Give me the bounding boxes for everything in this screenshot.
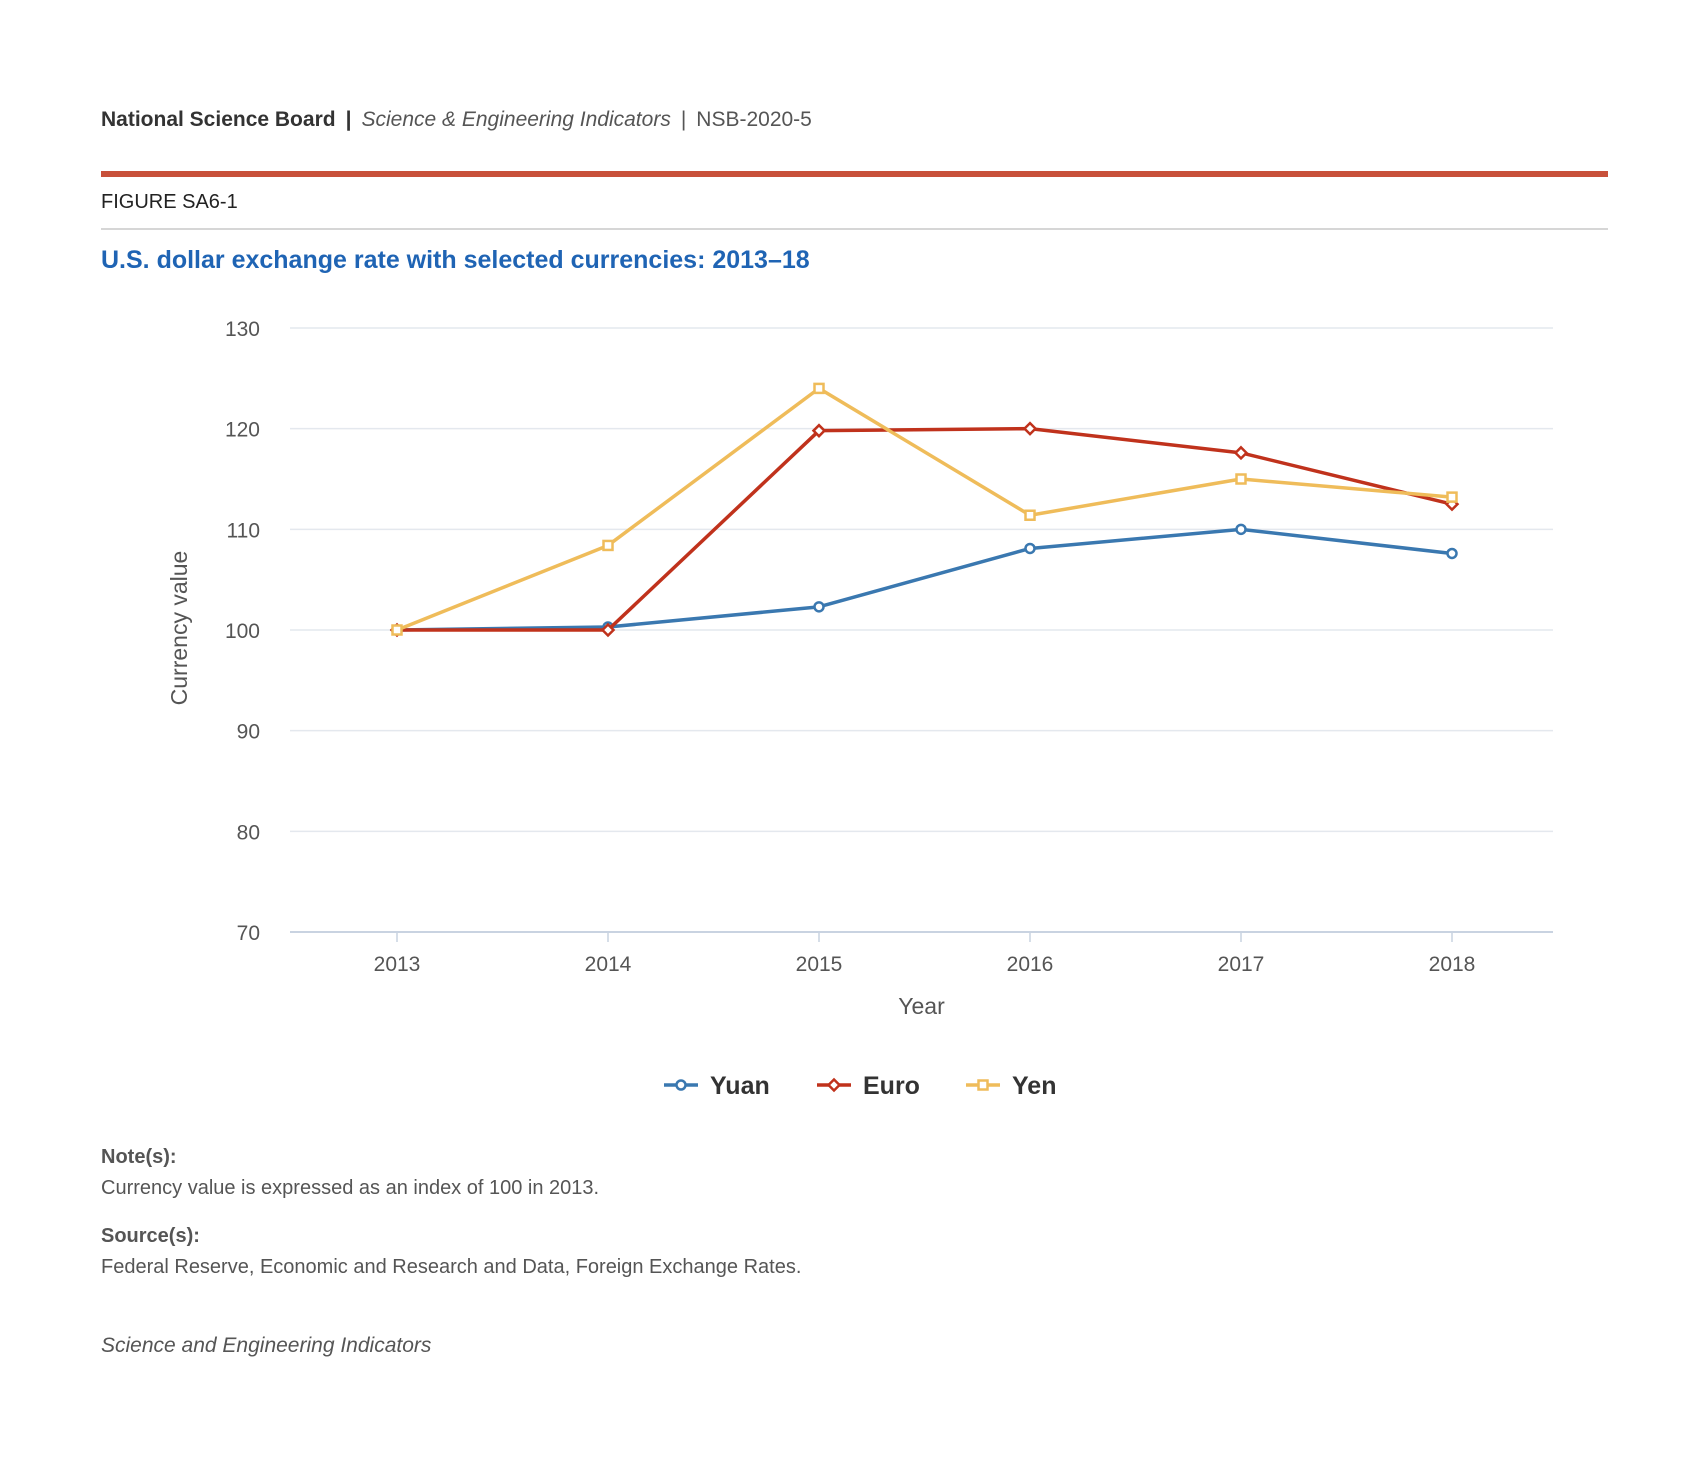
y-tick-label: 110 [227, 519, 260, 542]
legend-label-yen: Yen [1012, 1072, 1056, 1100]
organization-name: National Science Board [101, 108, 336, 131]
header-separator-2: | [680, 108, 687, 131]
report-header: National Science Board | Science & Enginee… [101, 108, 812, 132]
legend-marker-yuan [675, 1079, 687, 1091]
legend-label-euro: Euro [863, 1072, 920, 1100]
x-axis-title: Year [898, 993, 945, 1019]
y-tick-label: 70 [237, 922, 260, 945]
x-tick-label: 2016 [1007, 953, 1054, 976]
data-point-yen [1446, 491, 1458, 503]
chart-title: U.S. dollar exchange rate with selected … [101, 246, 810, 274]
series-line-yen [395, 386, 1454, 632]
line-chart: 70 80 90 100 110 120 130 2013 2014 2015 2016 2017 20… [166, 318, 1553, 1100]
notes-section: Note(s): Currency value is expressed as … [101, 1142, 801, 1283]
series-line-euro [395, 426, 1454, 632]
data-point-yen [1235, 473, 1247, 485]
figure-label: FIGURE SA6-1 [101, 191, 238, 213]
y-tick-label: 130 [225, 318, 260, 341]
data-point-yuan [1024, 542, 1036, 555]
publication-name: Science & Engineering Indicators [361, 108, 671, 131]
data-point-yen [813, 382, 825, 395]
divider [101, 228, 1608, 230]
data-point-yuan [1235, 523, 1247, 536]
x-tick-label: 2017 [1218, 953, 1265, 976]
accent-divider [101, 171, 1608, 177]
data-point-yuan [1446, 547, 1458, 560]
data-point-yuan [813, 601, 825, 613]
data-point-euro [811, 423, 827, 438]
legend-marker-euro [826, 1077, 842, 1093]
data-point-yen [602, 539, 614, 552]
y-tick-label: 80 [237, 821, 260, 844]
y-tick-label: 90 [237, 721, 260, 744]
y-tick-label: 100 [225, 620, 260, 643]
sources-text: Federal Reserve, Economic and Research a… [101, 1256, 802, 1278]
y-axis-title: Currency value [166, 551, 192, 706]
data-point-yen [391, 624, 403, 636]
header-separator: | [345, 108, 352, 131]
notes-heading: Note(s): [101, 1146, 177, 1168]
report-code: NSB-2020-5 [696, 108, 812, 131]
data-point-euro [1233, 445, 1249, 461]
sources-heading: Source(s): [101, 1225, 200, 1247]
footer-credit: Science and Engineering Indicators [101, 1334, 432, 1357]
x-tick-label: 2018 [1429, 953, 1476, 976]
y-tick-label: 120 [225, 419, 260, 442]
notes-text: Currency value is expressed as an index … [101, 1177, 600, 1199]
series-line-yuan [395, 527, 1454, 632]
legend-marker-yen [977, 1079, 989, 1091]
x-tick-label: 2014 [585, 953, 632, 976]
x-tick-label: 2015 [796, 953, 843, 976]
x-tick-label: 2013 [374, 953, 421, 976]
legend-label-yuan: Yuan [710, 1072, 770, 1100]
data-point-euro [600, 622, 616, 638]
data-point-yen [1024, 509, 1036, 521]
data-point-euro [1022, 421, 1038, 436]
